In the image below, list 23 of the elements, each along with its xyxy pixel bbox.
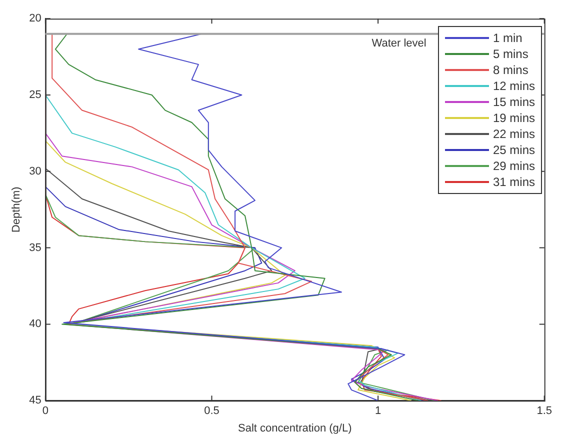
x-tick-label: 0.5: [204, 405, 220, 418]
legend-label: 12 mins: [492, 79, 535, 93]
y-tick-label: 45: [29, 394, 42, 407]
x-axis-title: Salt concentration (g/L): [238, 422, 352, 434]
y-tick-label: 30: [29, 165, 42, 178]
y-tick-label: 20: [29, 12, 42, 25]
x-tick-label: 1.5: [536, 405, 552, 418]
y-axis-title: Depth(m): [10, 186, 23, 233]
legend-label: 8 mins: [492, 63, 528, 77]
y-tick-label: 35: [29, 242, 42, 254]
legend-label: 1 min: [492, 31, 522, 45]
y-tick-label: 25: [29, 89, 42, 102]
legend-label: 31 mins: [492, 175, 535, 189]
legend-label: 15 mins: [492, 95, 535, 109]
y-tick-label: 40: [29, 318, 42, 330]
legend-label: 19 mins: [492, 111, 535, 125]
x-tick-label: 0: [42, 405, 48, 418]
ref-line-label: Water level: [372, 37, 426, 50]
legend-label: 25 mins: [492, 143, 535, 157]
legend-label: 22 mins: [492, 127, 535, 141]
x-tick-label: 1: [374, 405, 382, 418]
legend-label: 29 mins: [492, 159, 535, 173]
legend-label: 5 mins: [492, 47, 528, 61]
